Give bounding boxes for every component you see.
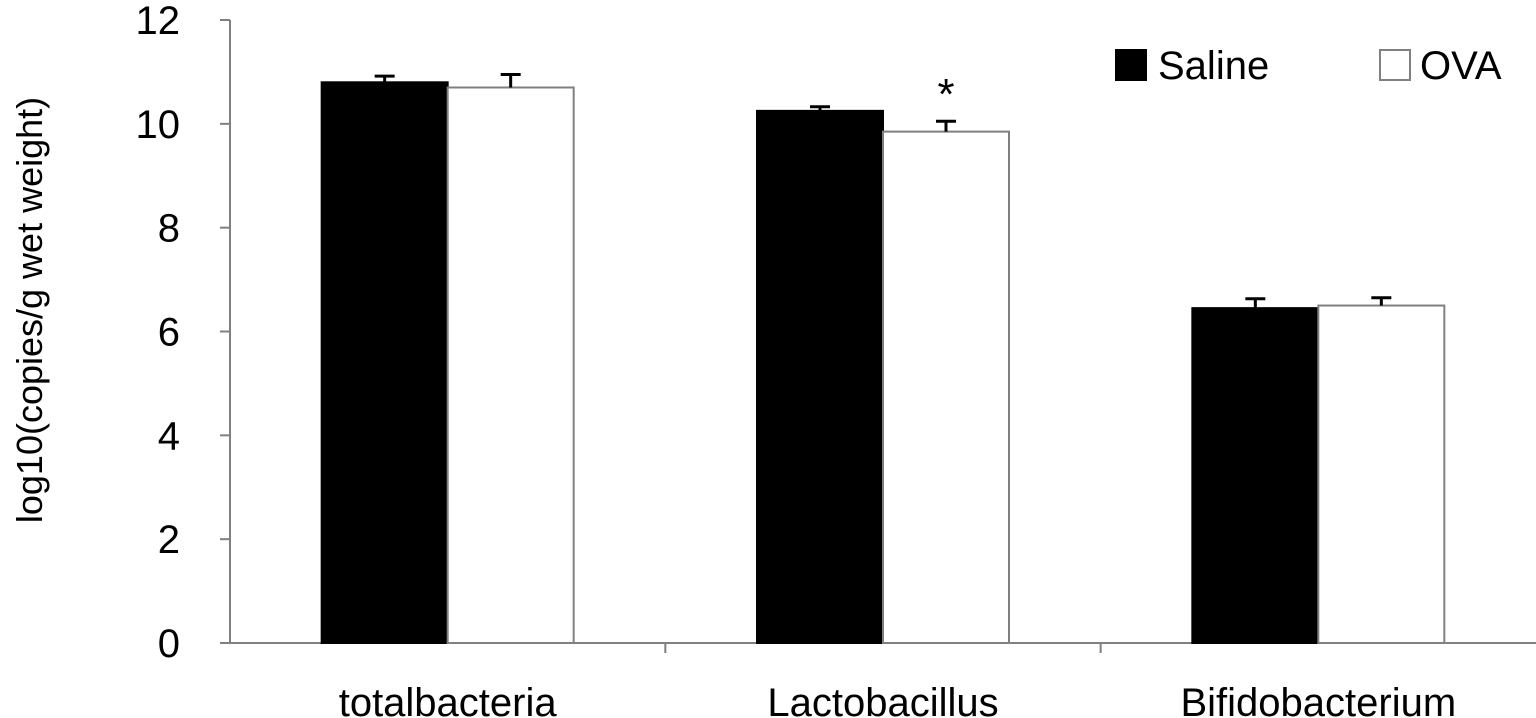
category-label: Lactobacillus — [767, 681, 998, 718]
bar-ova — [882, 130, 1010, 645]
category-label: Bifidobacterium — [1180, 681, 1456, 718]
bar-saline — [320, 81, 449, 645]
y-tick-label: 2 — [158, 518, 180, 562]
legend-swatch-saline — [1115, 49, 1147, 81]
bar-ova — [1317, 304, 1446, 644]
annotations: * — [937, 70, 954, 119]
legend-label-saline: Saline — [1158, 44, 1269, 88]
y-tick-label: 6 — [158, 311, 180, 355]
category-label: totalbacteria — [339, 681, 558, 718]
y-tick-label: 12 — [136, 0, 181, 43]
bar-saline — [1191, 307, 1320, 644]
legend-label-ova: OVA — [1420, 44, 1502, 88]
bar-ova — [446, 86, 575, 645]
legend-swatch-ova — [1379, 49, 1411, 81]
legend: Saline OVA — [1115, 44, 1502, 88]
y-axis-label: log10(copies/g wet weight) — [9, 97, 50, 523]
x-ticks: totalbacteria Lactobacillus Bifidobacteriu… — [339, 643, 1456, 718]
y-tick-label: 10 — [136, 103, 181, 147]
y-tick-label: 4 — [158, 414, 180, 458]
y-ticks: 0 2 4 6 8 10 12 — [136, 0, 230, 666]
bars — [320, 81, 1446, 645]
y-tick-label: 0 — [158, 622, 180, 666]
error-bars — [374, 73, 1392, 309]
significance-marker: * — [937, 70, 954, 119]
y-tick-label: 8 — [158, 207, 180, 251]
bar-saline — [756, 109, 884, 644]
